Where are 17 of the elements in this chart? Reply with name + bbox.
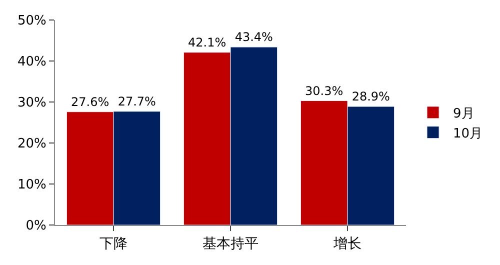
data-label: 43.4% <box>234 30 273 44</box>
data-label: 28.9% <box>352 90 390 104</box>
x-tick-label: 增长 <box>332 236 362 252</box>
y-tick-label: 10% <box>17 178 46 193</box>
legend-label: 9月 <box>453 106 474 122</box>
y-tick-label: 50% <box>17 14 46 29</box>
y-tick-label: 0% <box>26 218 46 234</box>
data-label: 42.1% <box>188 35 226 50</box>
legend-label: 10月 <box>453 126 483 142</box>
x-tick-label: 下降 <box>100 236 128 252</box>
data-label: 27.7% <box>118 94 156 108</box>
x-tick-label: 基本持平 <box>202 236 258 252</box>
data-label: 30.3% <box>305 84 344 98</box>
y-tick-label: 20% <box>17 136 46 152</box>
y-tick-label: 30% <box>17 96 46 111</box>
data-label: 27.6% <box>71 94 110 109</box>
y-tick-label: 40% <box>17 54 46 70</box>
